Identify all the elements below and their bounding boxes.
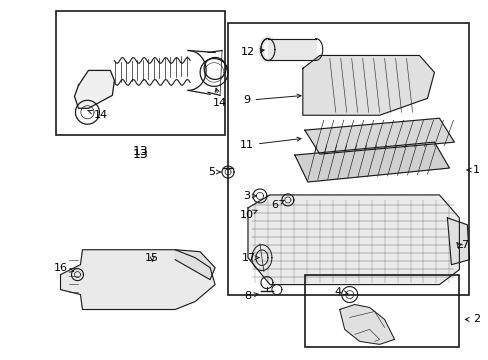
- Text: 2: 2: [464, 314, 479, 324]
- Text: 14: 14: [88, 110, 107, 120]
- Text: 7: 7: [457, 240, 467, 250]
- Bar: [56, 11, 224, 135]
- Polygon shape: [267, 39, 315, 60]
- Text: 13: 13: [132, 148, 148, 161]
- Polygon shape: [175, 250, 215, 280]
- Text: 5: 5: [208, 167, 221, 177]
- Text: 11: 11: [240, 137, 301, 150]
- Polygon shape: [302, 55, 433, 115]
- Text: 17: 17: [242, 253, 259, 263]
- Polygon shape: [247, 195, 458, 285]
- Text: 6: 6: [271, 200, 284, 210]
- Polygon shape: [339, 305, 394, 345]
- Text: 14: 14: [213, 88, 226, 108]
- Text: 16: 16: [53, 263, 73, 273]
- Text: 8: 8: [244, 291, 258, 301]
- Bar: [304, 275, 458, 347]
- Text: 4: 4: [333, 287, 347, 297]
- Text: 1: 1: [466, 165, 479, 175]
- Polygon shape: [304, 118, 453, 154]
- Polygon shape: [294, 142, 448, 182]
- Text: 13: 13: [132, 145, 148, 158]
- Text: 10: 10: [240, 210, 257, 220]
- Text: 3: 3: [243, 191, 256, 201]
- Text: 12: 12: [241, 48, 264, 58]
- Bar: [227, 23, 468, 294]
- Text: 9: 9: [243, 94, 300, 105]
- Text: 15: 15: [145, 253, 159, 263]
- Polygon shape: [447, 218, 468, 265]
- Polygon shape: [61, 250, 215, 310]
- Polygon shape: [74, 71, 114, 108]
